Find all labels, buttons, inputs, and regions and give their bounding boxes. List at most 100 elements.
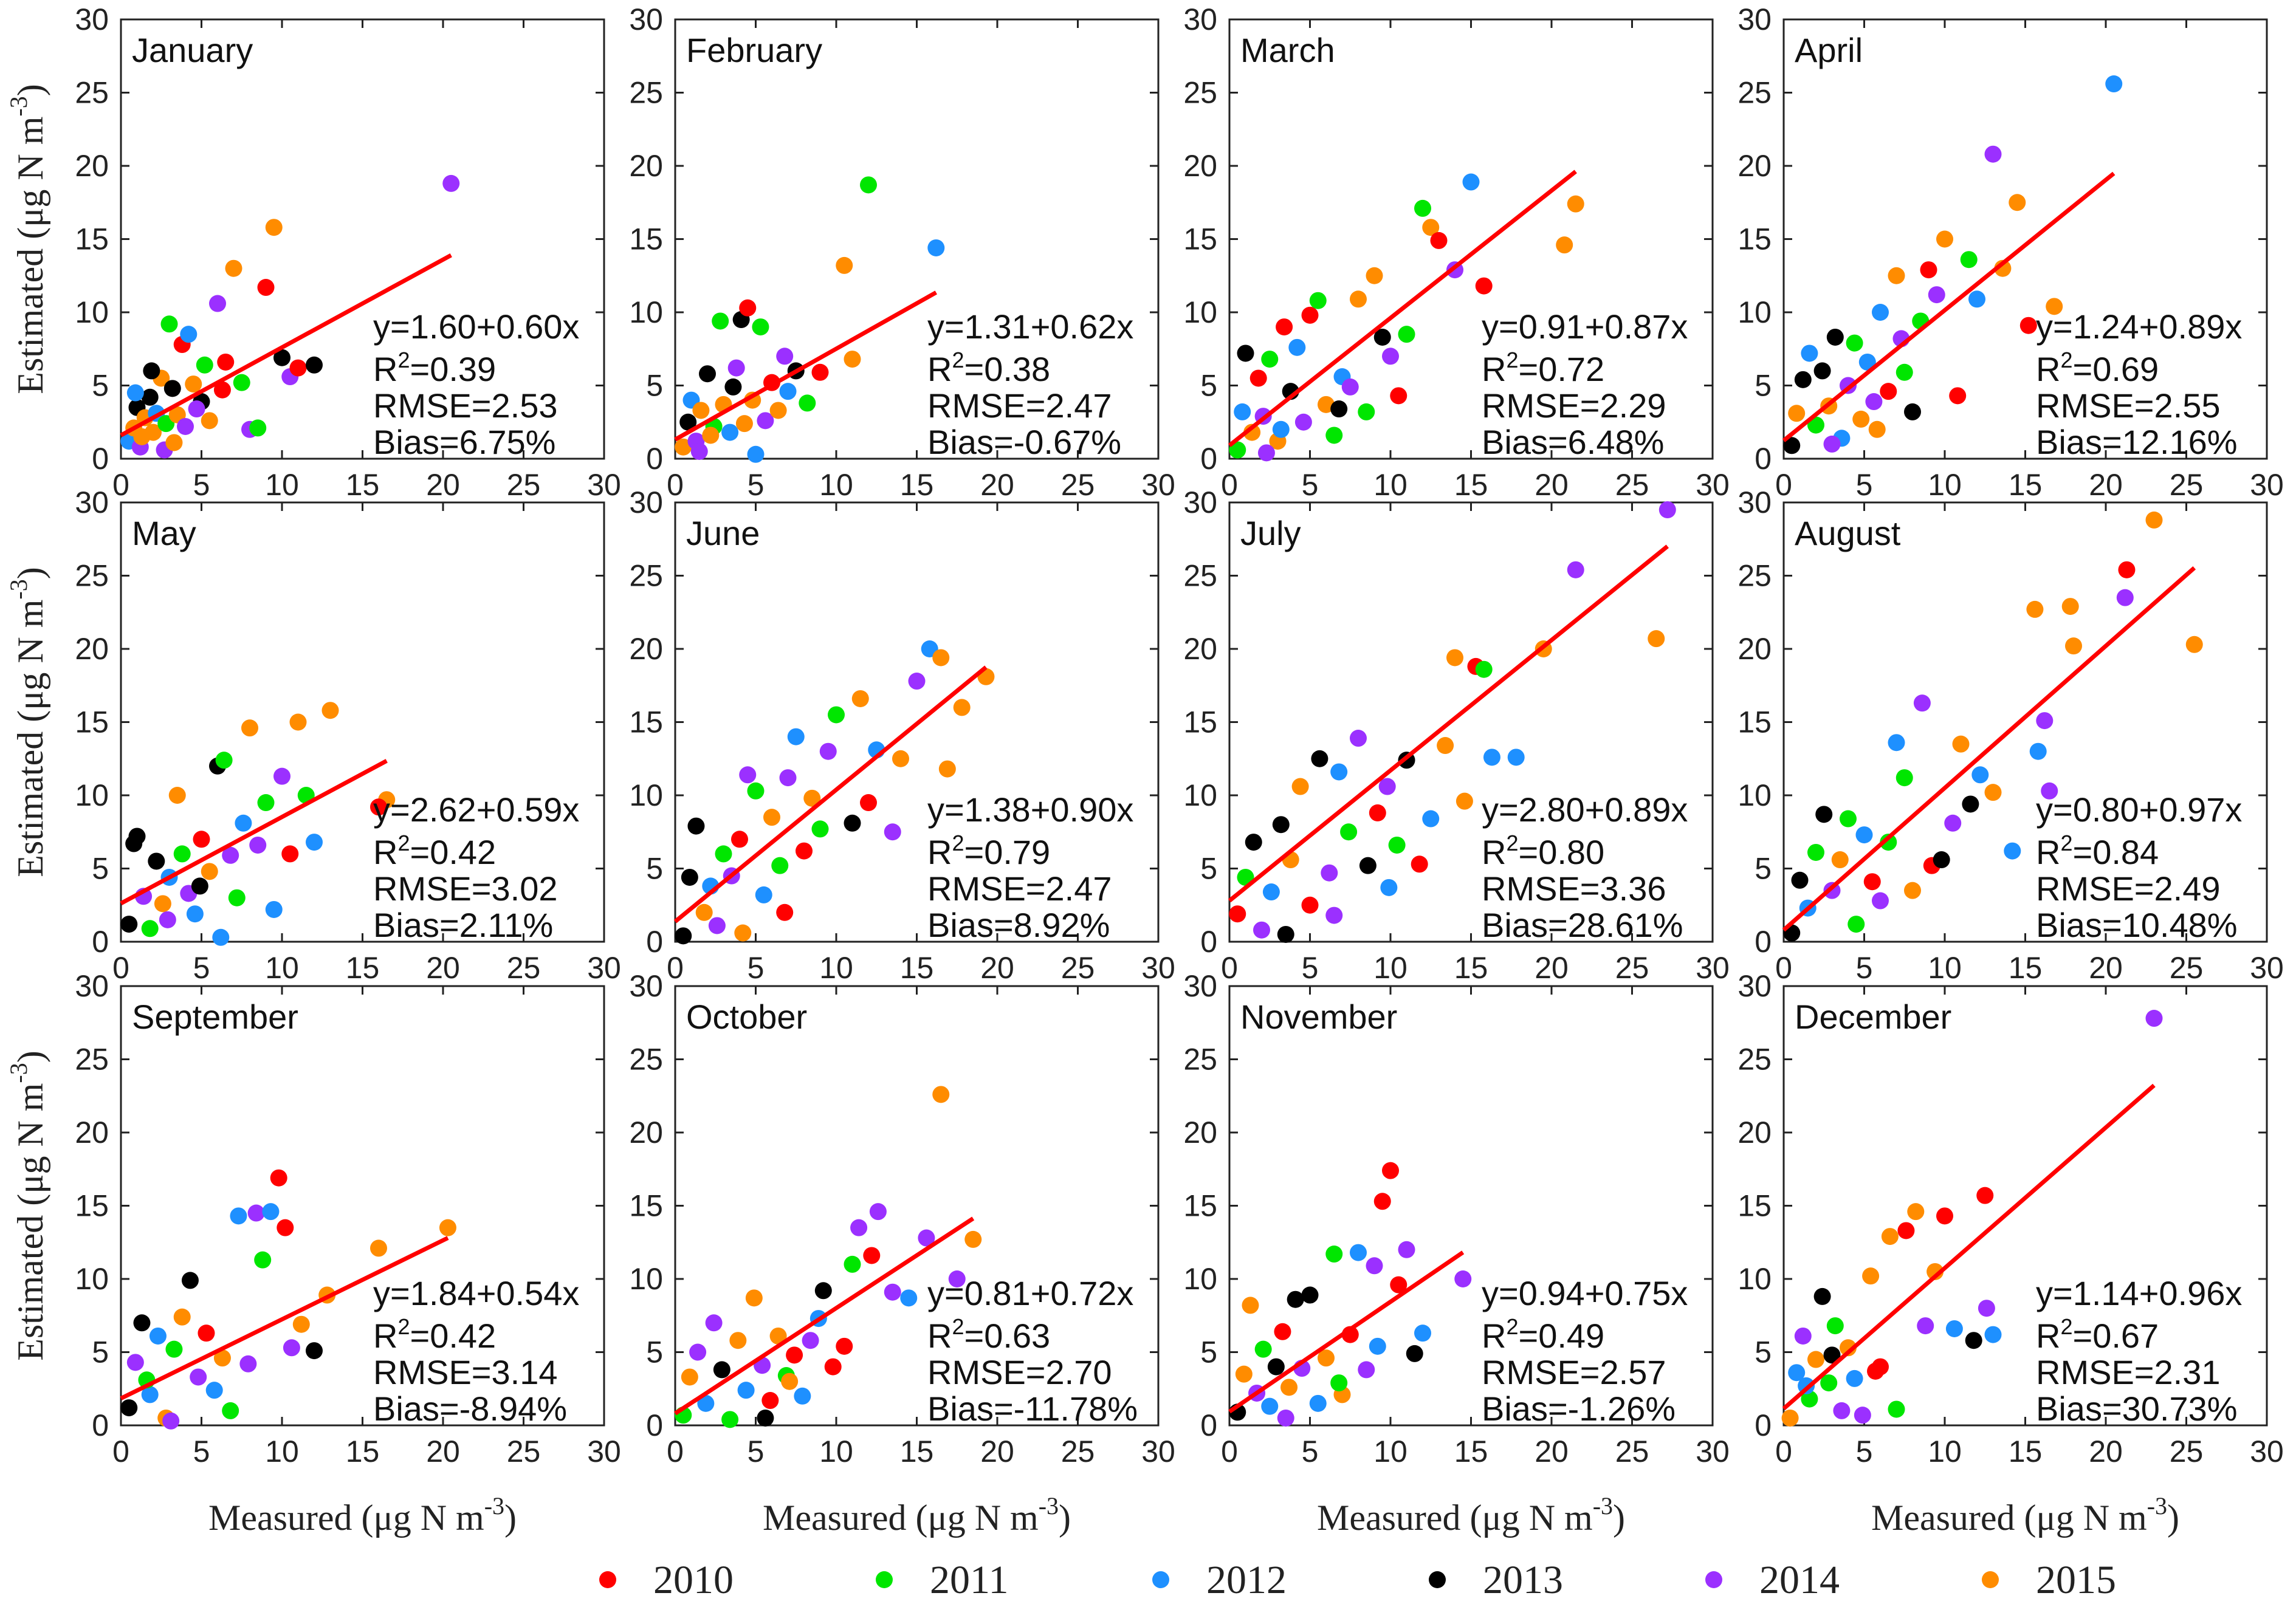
- data-point: [1801, 1390, 1818, 1408]
- data-point: [702, 427, 720, 444]
- data-point: [1896, 769, 1913, 787]
- data-point: [213, 1349, 231, 1367]
- y-tick-label: 30: [75, 485, 109, 519]
- data-point: [1245, 834, 1262, 851]
- x-tick-label: 5: [1856, 468, 1873, 502]
- axes-frame: [674, 18, 1160, 460]
- data-point: [1341, 378, 1359, 396]
- axes-frame: [1782, 985, 2268, 1427]
- fit-equation: y=1.31+0.62x: [927, 307, 1133, 346]
- panel-february: 00 5 5 10 10 15 15 20 20 25 25 30 30 February y=1.31+0…: [629, 2, 1175, 502]
- y-tick-label: 10: [1737, 778, 1772, 812]
- data-point: [1556, 236, 1573, 254]
- data-point: [1960, 251, 1978, 269]
- data-point: [2029, 742, 2047, 760]
- r-squared: R2=0.67: [2036, 1314, 2159, 1355]
- x-tick-label: 0: [667, 468, 684, 502]
- y-tick-label: 0: [646, 925, 663, 959]
- data-point: [2046, 298, 2063, 315]
- data-point: [734, 924, 752, 942]
- fit-line: [674, 290, 938, 442]
- data-point: [1462, 173, 1480, 191]
- data-point: [1243, 423, 1261, 441]
- data-point: [162, 1412, 180, 1430]
- panel-april: 00 5 5 10 10 15 15 20 20 25 25 30 30 April y=1.24+0.89…: [1737, 2, 2283, 502]
- data-point: [1962, 795, 1979, 813]
- data-point: [1826, 328, 1844, 346]
- legend-marker: [1429, 1571, 1446, 1588]
- data-point: [1794, 371, 1812, 388]
- bias: Bias=30.73%: [2036, 1390, 2238, 1428]
- fit-line: [1228, 170, 1577, 447]
- legend-entry-2015: 2015: [1982, 1558, 2116, 1602]
- y-tick-label: 30: [1737, 2, 1772, 36]
- bias: Bias=-1.26%: [1482, 1390, 1676, 1428]
- data-point: [1350, 290, 1367, 308]
- data-point: [133, 1314, 151, 1332]
- fit-line: [673, 665, 988, 924]
- data-point: [1309, 292, 1327, 309]
- x-tick-label: 10: [265, 468, 299, 502]
- r-squared: R2=0.79: [927, 831, 1050, 871]
- fit-line: [1782, 171, 2116, 442]
- y-tick-label: 0: [646, 442, 663, 476]
- data-point: [802, 1332, 819, 1349]
- x-tick-label: 15: [2009, 951, 2043, 985]
- data-point: [1945, 1320, 1963, 1337]
- legend-label: 2013: [1483, 1558, 1563, 1602]
- data-point: [1301, 896, 1319, 914]
- x-tick-label: 20: [426, 951, 460, 985]
- data-point: [796, 842, 813, 860]
- y-tick-label: 20: [75, 1116, 109, 1150]
- data-point: [180, 326, 198, 343]
- data-point: [721, 423, 739, 441]
- data-point: [126, 384, 144, 402]
- panel-november: 00 5 5 10 10 15 15 20 20 25 25 30 30 November y=0.94+0…: [1183, 969, 1729, 1538]
- data-point: [1978, 1300, 1995, 1317]
- data-point: [228, 889, 246, 906]
- data-point: [2065, 637, 2082, 655]
- data-point: [1820, 1374, 1838, 1392]
- data-point: [120, 1399, 138, 1417]
- x-tick-label: 0: [112, 468, 129, 502]
- data-point: [289, 713, 307, 731]
- data-point: [1330, 1374, 1348, 1392]
- data-point: [1287, 1290, 1304, 1308]
- y-tick-label: 10: [75, 1262, 109, 1296]
- x-tick-label: 25: [507, 951, 541, 985]
- data-point: [1847, 916, 1865, 933]
- fit-line: [674, 1216, 975, 1416]
- x-tick-label: 30: [2250, 468, 2284, 502]
- data-point: [814, 1282, 832, 1300]
- y-tick-label: 5: [1755, 369, 1772, 403]
- data-point: [2041, 782, 2058, 800]
- data-point: [851, 690, 869, 707]
- data-point: [1414, 199, 1431, 217]
- data-point: [844, 1255, 861, 1273]
- x-axis-label: Measured (μg N m-3): [1871, 1492, 2179, 1538]
- data-point: [1358, 1361, 1375, 1379]
- data-point: [149, 1327, 167, 1345]
- x-tick-label: 20: [980, 951, 1014, 985]
- r-squared: R2=0.84: [2036, 831, 2159, 871]
- data-point: [1794, 1327, 1812, 1345]
- data-point: [1272, 420, 1290, 438]
- data-point: [1288, 338, 1306, 356]
- data-point: [1280, 1379, 1298, 1396]
- data-point: [1813, 1287, 1831, 1305]
- data-point: [1567, 561, 1584, 578]
- data-point: [141, 388, 159, 406]
- data-point: [745, 1289, 763, 1307]
- data-point: [863, 1247, 881, 1264]
- data-point: [1276, 318, 1293, 336]
- data-point: [724, 378, 742, 396]
- y-tick-label: 30: [1183, 969, 1217, 1003]
- data-point: [1411, 855, 1428, 873]
- data-point: [819, 742, 837, 760]
- data-point: [1840, 810, 1857, 828]
- data-point: [1369, 1337, 1386, 1355]
- y-tick-label: 0: [1755, 925, 1772, 959]
- x-tick-label: 30: [1696, 468, 1730, 502]
- data-point: [1833, 1402, 1851, 1419]
- data-point: [370, 1239, 387, 1257]
